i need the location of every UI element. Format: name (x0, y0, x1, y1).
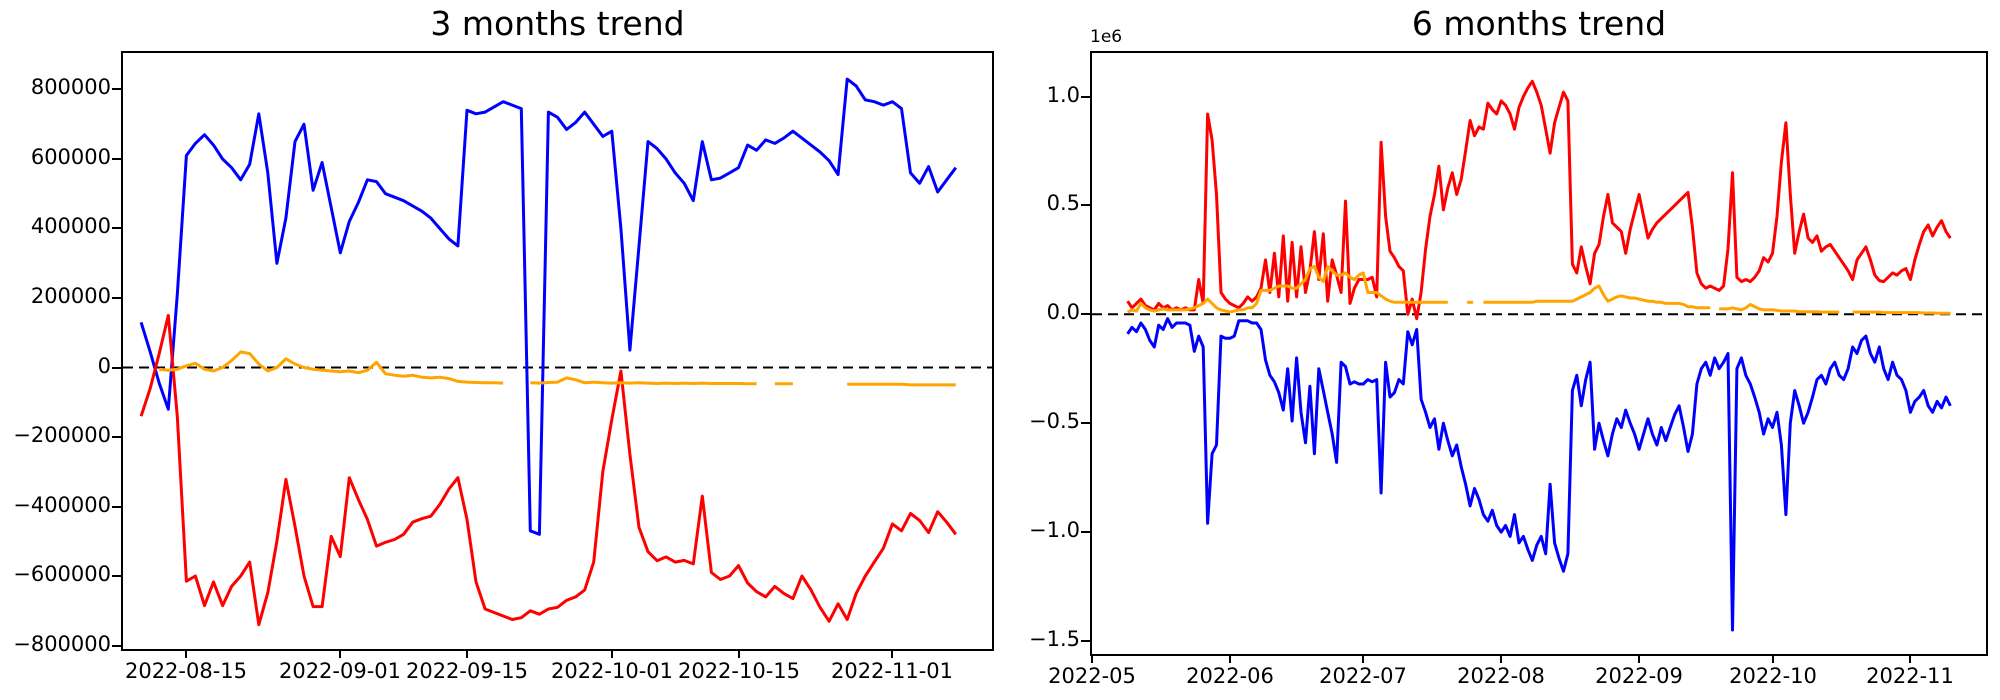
x-tick-mark (1500, 654, 1502, 663)
y-tick-mark (112, 575, 121, 577)
y-tick-label: −800000 (13, 632, 111, 656)
x-tick-label: 2022-08 (1457, 664, 1545, 688)
x-tick-mark (1909, 654, 1911, 663)
line-series-red (139, 313, 957, 627)
y-tick-label: 200000 (30, 284, 111, 308)
y-tick-mark (112, 506, 121, 508)
y-tick-label: −200000 (13, 423, 111, 447)
x-tick-label: 2022-09-15 (405, 659, 529, 683)
x-tick-label: 2022-10-01 (550, 659, 674, 683)
x-tick-label: 2022-10 (1729, 664, 1817, 688)
y-axis-offset-label: 1e6 (1090, 27, 1123, 47)
x-tick-mark (738, 649, 740, 658)
x-tick-mark (466, 649, 468, 658)
y-tick-mark (1081, 640, 1090, 642)
line-series-orange (847, 382, 956, 387)
x-tick-mark (1772, 654, 1774, 663)
y-tick-mark (112, 436, 121, 438)
y-tick-label: 800000 (30, 75, 111, 99)
x-tick-mark (1362, 654, 1364, 663)
y-tick-label: 600000 (30, 145, 111, 169)
y-tick-label: −1.0 (1029, 518, 1080, 542)
line-series-red (1126, 79, 1952, 321)
y-tick-label: 0 (97, 354, 111, 378)
chart-title-left: 3 months trend (430, 4, 685, 43)
line-series-blue (139, 77, 957, 536)
y-tick-mark (112, 88, 121, 90)
line-series-orange (530, 376, 757, 386)
x-tick-mark (185, 649, 187, 658)
y-tick-label: −600000 (13, 562, 111, 586)
y-tick-mark (112, 645, 121, 647)
x-tick-mark (1091, 654, 1093, 663)
line-series-blue (1126, 317, 1952, 632)
x-tick-mark (1638, 654, 1640, 663)
chart-6-months-trend: 6 months trend 1e6 2022-05 2022-06 2022-07… (1029, 4, 1988, 688)
y-tick-mark (112, 158, 121, 160)
x-tick-label: 2022-11 (1866, 664, 1954, 688)
x-tick-label: 2022-10-15 (677, 659, 801, 683)
y-tick-mark (112, 297, 121, 299)
y-tick-mark (1081, 204, 1090, 206)
y-tick-mark (1081, 422, 1090, 424)
y-tick-mark (1081, 531, 1090, 533)
x-tick-label: 2022-09 (1595, 664, 1683, 688)
line-series-orange (1719, 303, 1840, 314)
x-tick-label: 2022-07 (1319, 664, 1407, 688)
x-tick-mark (339, 649, 341, 658)
chart-title-right: 6 months trend (1411, 4, 1667, 43)
y-tick-mark (1081, 313, 1090, 315)
y-tick-mark (112, 367, 121, 369)
line-series-orange (1483, 284, 1711, 310)
y-tick-mark (1081, 96, 1090, 98)
x-tick-label: 2022-06 (1186, 664, 1274, 688)
x-tick-mark (891, 649, 893, 658)
x-tick-label: 2022-05 (1048, 664, 1136, 688)
x-tick-mark (1229, 654, 1231, 663)
line-series-orange (1126, 264, 1448, 314)
chart-3-months-trend: 3 months trend 2022-08-15 2022-09-01 2022-… (13, 4, 994, 683)
y-tick-label: 1.0 (1046, 83, 1080, 107)
y-tick-label: 0.0 (1046, 300, 1080, 324)
x-tick-mark (611, 649, 613, 658)
y-tick-label: −0.5 (1029, 409, 1080, 433)
line-series-orange (159, 350, 504, 385)
y-tick-label: −400000 (13, 493, 111, 517)
plot-area-right (1092, 79, 1986, 632)
y-tick-mark (112, 227, 121, 229)
x-tick-label: 2022-08-15 (124, 659, 248, 683)
y-tick-label: 0.5 (1046, 191, 1080, 215)
x-tick-label: 2022-09-01 (278, 659, 402, 683)
line-series-orange (1852, 310, 1951, 315)
y-tick-label: 400000 (30, 214, 111, 238)
y-tick-label: −1.5 (1029, 627, 1080, 651)
x-tick-label: 2022-11-01 (830, 659, 954, 683)
plot-area-left (123, 77, 992, 627)
